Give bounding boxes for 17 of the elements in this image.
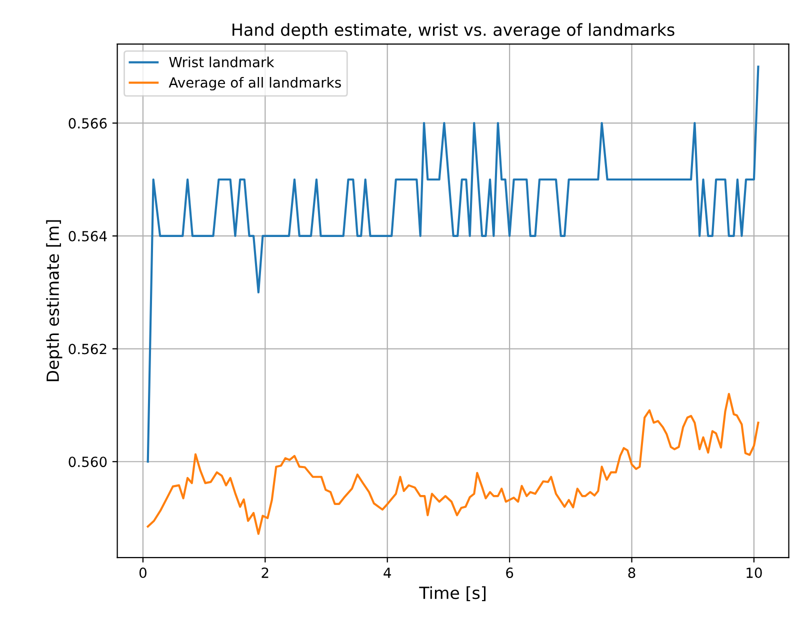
x-tick-label: 0 [139, 568, 146, 578]
x-tick-label: 4 [384, 568, 391, 578]
line-series [146, 66, 760, 463]
chart-title: Hand depth estimate, wrist vs. average of landmarks [232, 23, 674, 40]
x-tick-label: 2 [262, 568, 268, 578]
legend-label: Wrist landmark [169, 56, 274, 68]
legend-label: Average of all landmarks [168, 76, 341, 90]
y-tick-label: 0.560 [68, 456, 107, 468]
y-axis-title: Depth estimate [m] [46, 220, 62, 382]
x-axis-title: Time [s] [419, 586, 486, 602]
x-tick-label: 6 [506, 568, 514, 578]
y-tick-label: 0.566 [68, 118, 107, 129]
y-tick-label: 0.564 [68, 230, 107, 242]
y-tick-label: 0.562 [68, 344, 106, 354]
line-series [146, 392, 760, 535]
x-tick-label: 8 [628, 568, 636, 578]
x-tick-label: 10 [746, 568, 762, 578]
